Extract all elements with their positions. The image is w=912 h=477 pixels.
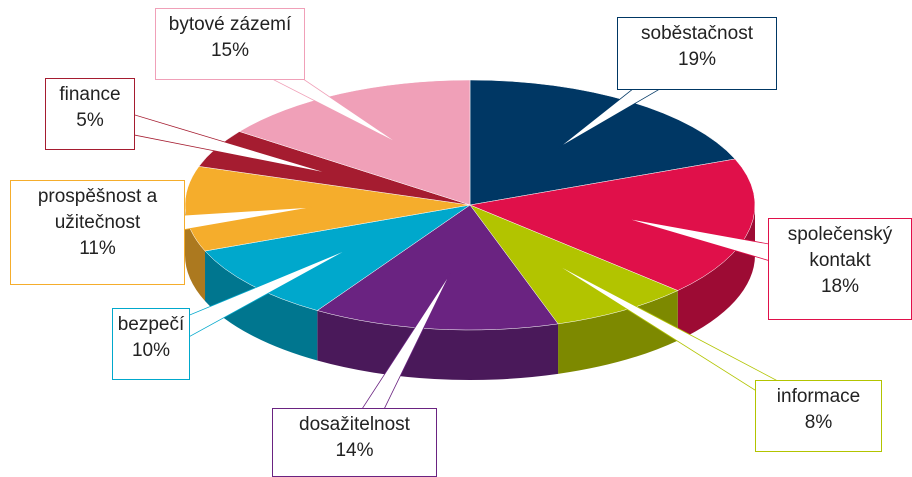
slice: [316, 204, 559, 331]
category-label: dosažitelnost: [299, 414, 410, 435]
label-box: informace 8%: [755, 380, 882, 452]
value-label: 5%: [76, 110, 104, 131]
label-box: prospěšnost a užitečnost 11%: [10, 180, 185, 285]
category-label: bezpečí: [117, 314, 185, 335]
value-label: 8%: [804, 412, 833, 433]
label-box: dosažitelnost 14%: [272, 408, 437, 477]
category-label: společenský kontakt: [787, 224, 893, 271]
value-label: 15%: [210, 40, 250, 61]
value-label: 18%: [820, 276, 860, 297]
value-label: 19%: [677, 49, 717, 70]
slice-side: [317, 310, 559, 380]
category-label: prospěšnost a užitečnost: [37, 186, 158, 233]
slice-side: [205, 251, 318, 361]
slice: [184, 166, 471, 252]
slice: [469, 204, 679, 325]
value-label: 11%: [79, 238, 116, 259]
slice: [469, 158, 756, 291]
label-box: společenský kontakt 18%: [768, 218, 912, 320]
label-box: finance 5%: [45, 78, 135, 150]
category-label: bytové zázemí: [168, 14, 292, 35]
label-box: bytové zázemí 15%: [155, 8, 305, 80]
slice: [238, 79, 471, 206]
slice-side: [558, 290, 678, 374]
label-box: bezpečí 10%: [112, 308, 190, 380]
category-label: soběstačnost: [641, 23, 753, 44]
value-label: 14%: [335, 440, 374, 461]
category-label: informace: [776, 386, 861, 407]
category-label: finance: [59, 84, 121, 105]
label-box: soběstačnost 19%: [617, 17, 777, 90]
slice-side: [677, 205, 755, 341]
value-label: 10%: [131, 340, 171, 361]
